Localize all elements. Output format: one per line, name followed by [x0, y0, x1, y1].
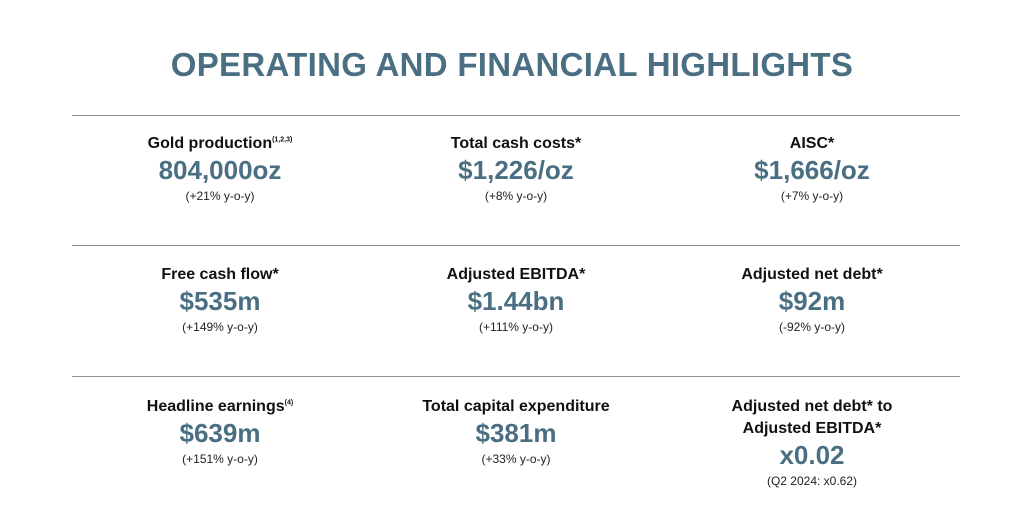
metric-value: $1,226/oz: [458, 155, 574, 185]
metric-label: Total cash costs*: [450, 135, 582, 152]
metric-value: x0.02: [779, 440, 845, 470]
metric-label: AISC*: [789, 135, 835, 152]
metric-label: Adjusted net debt*: [741, 266, 883, 283]
metric-label: Free cash flow*: [161, 266, 279, 283]
metric-headline-earnings: Headline earnings(4) $639m (+151% y-o-y): [72, 396, 368, 468]
divider: [72, 376, 960, 377]
page-title: OPERATING AND FINANCIAL HIGHLIGHTS: [170, 46, 854, 83]
divider: [72, 245, 960, 246]
metric-adjusted-ebitda: Adjusted EBITDA* $1.44bn (+111% y-o-y): [368, 264, 664, 336]
metric-change: (+7% y-o-y): [780, 189, 844, 203]
metric-total-cash-costs: Total cash costs* $1,226/oz (+8% y-o-y): [368, 133, 664, 205]
metric-change: (+8% y-o-y): [484, 189, 548, 203]
divider: [72, 115, 960, 116]
metric-value: $1,666/oz: [754, 155, 870, 185]
metric-value: $639m: [179, 418, 261, 448]
metric-value: $535m: [179, 286, 261, 316]
metric-label: Adjusted EBITDA*: [446, 266, 586, 283]
metric-value: 804,000oz: [158, 155, 282, 185]
metric-change: (-92% y-o-y): [778, 320, 845, 334]
metric-label-line-2: Adjusted EBITDA*: [742, 420, 882, 437]
metric-label: Headline earnings(4): [146, 398, 294, 415]
footnote-marker: (4): [284, 399, 294, 407]
metric-change: (+149% y-o-y): [182, 320, 258, 334]
metric-value: $1.44bn: [467, 286, 565, 316]
footnote-marker: (1,2,3): [272, 136, 293, 144]
metric-value: $92m: [778, 286, 846, 316]
metric-gold-production: Gold production(1,2,3) 804,000oz (+21% y…: [72, 133, 368, 205]
metric-label: Total capital expenditure: [422, 398, 610, 415]
metric-net-debt-to-ebitda: Adjusted net debt* to Adjusted EBITDA* x…: [664, 396, 960, 490]
metric-label: Adjusted net debt* to: [731, 398, 893, 415]
metric-change: (+33% y-o-y): [481, 452, 551, 466]
metric-change: (+21% y-o-y): [185, 189, 255, 203]
metric-change: (+151% y-o-y): [182, 452, 258, 466]
metric-adjusted-net-debt: Adjusted net debt* $92m (-92% y-o-y): [664, 264, 960, 336]
metric-aisc: AISC* $1,666/oz (+7% y-o-y): [664, 133, 960, 205]
metric-free-cash-flow: Free cash flow* $535m (+149% y-o-y): [72, 264, 368, 336]
metric-change: (Q2 2024: x0.62): [766, 474, 858, 488]
metric-change: (+111% y-o-y): [479, 320, 553, 334]
metric-value: $381m: [475, 418, 557, 448]
metric-total-capex: Total capital expenditure $381m (+33% y-…: [368, 396, 664, 468]
metric-label: Gold production(1,2,3): [147, 135, 293, 152]
